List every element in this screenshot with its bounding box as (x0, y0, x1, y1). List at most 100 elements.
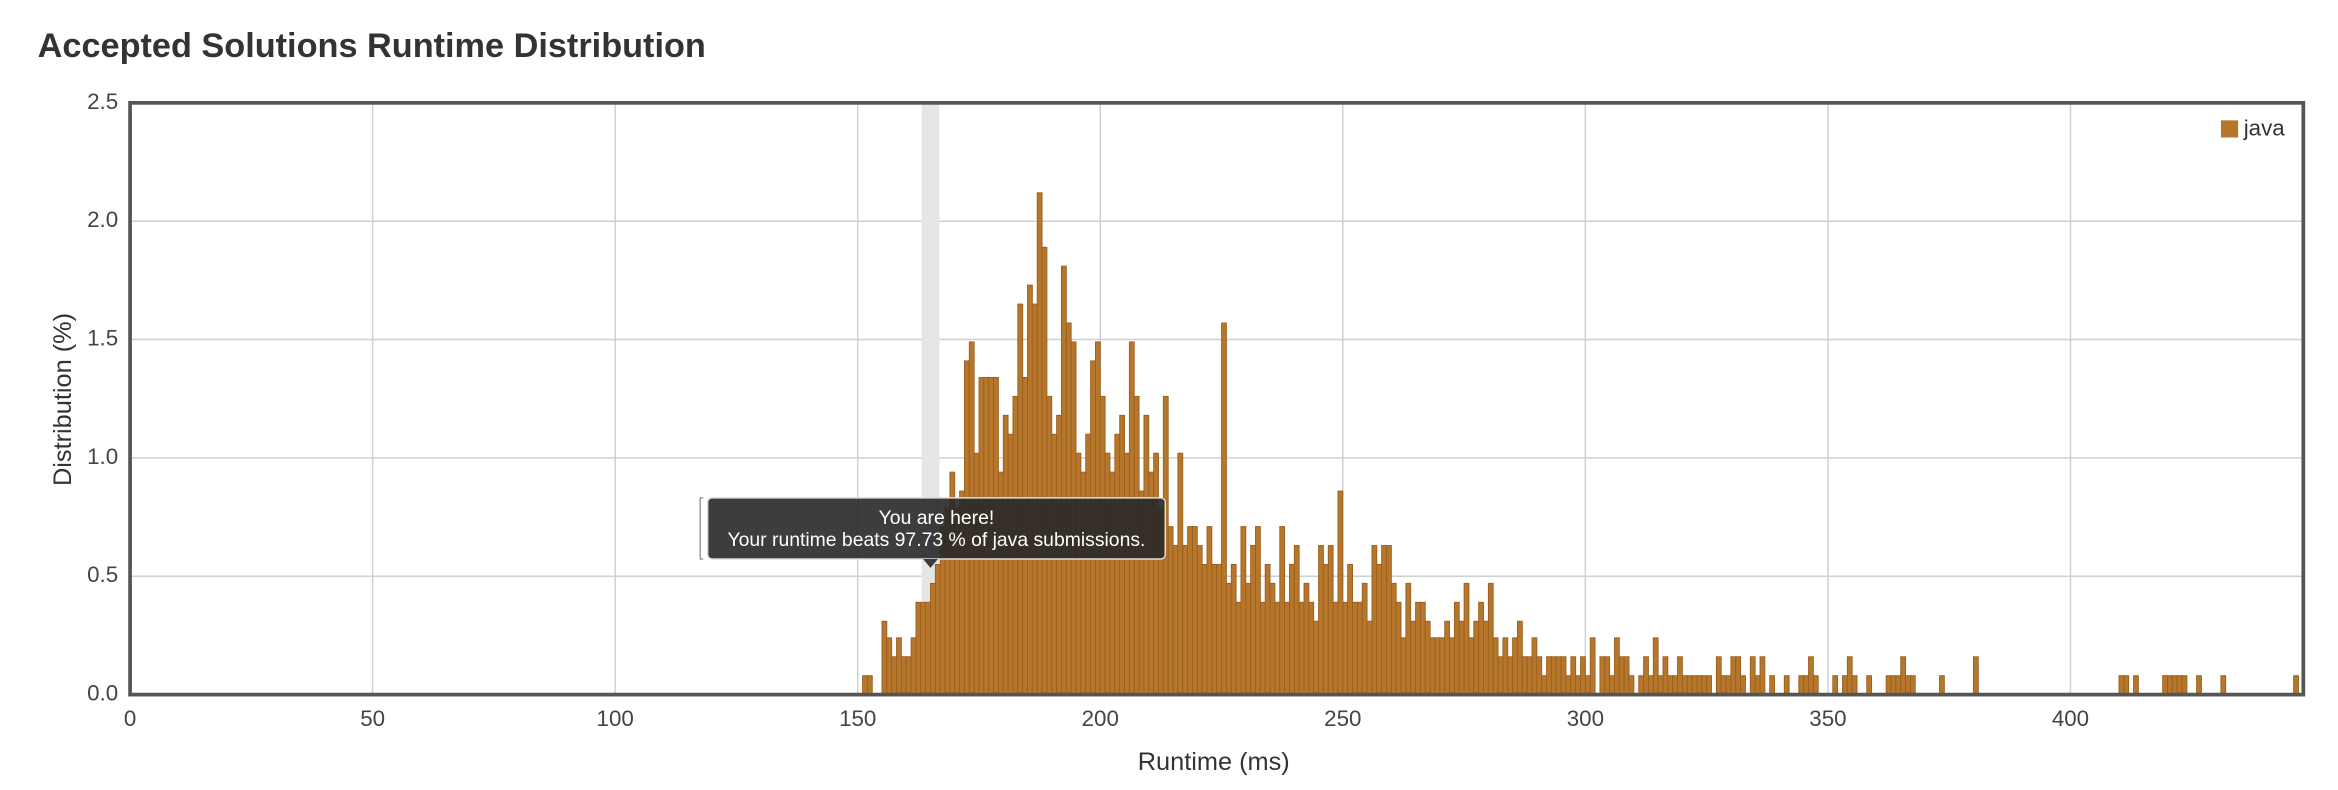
bar (1279, 526, 1286, 696)
bar (1322, 563, 1329, 696)
bar (1381, 545, 1387, 696)
bar (1191, 526, 1198, 696)
bar (1473, 620, 1480, 696)
bar (1041, 246, 1048, 696)
bar (1468, 637, 1475, 696)
bar (1725, 675, 1732, 696)
tooltip-title: You are here! (879, 507, 995, 529)
bar (1269, 582, 1276, 696)
bar (1395, 601, 1402, 696)
bar (1104, 452, 1111, 696)
bar (1318, 545, 1324, 696)
bar (1662, 656, 1669, 696)
y-axis-label: Distribution (%) (49, 313, 77, 486)
bar (1832, 675, 1839, 696)
bar (1206, 526, 1213, 696)
bar (1798, 675, 1805, 696)
bar (1541, 675, 1548, 696)
bar (1846, 656, 1853, 696)
bar (1909, 675, 1916, 696)
bar (1187, 526, 1193, 696)
x-tick-label: 300 (1567, 706, 1604, 731)
bar (1599, 656, 1606, 696)
y-tick-label: 0.5 (87, 562, 118, 587)
bar (2171, 675, 2178, 696)
bar (1672, 675, 1678, 696)
bar (900, 656, 907, 696)
bar (1230, 563, 1237, 696)
bar (1177, 452, 1184, 696)
bar (1808, 656, 1814, 696)
x-tick-label: 350 (1809, 706, 1846, 731)
bar (1449, 637, 1455, 696)
bar (1332, 601, 1339, 696)
bar (1172, 545, 1179, 696)
bar (1221, 322, 1227, 696)
bar (1293, 545, 1300, 696)
plot-frame (128, 100, 2306, 697)
bar (1866, 675, 1873, 696)
bar (1376, 563, 1383, 696)
bar (1667, 675, 1674, 696)
bar (1686, 675, 1693, 696)
x-tick-label: 200 (1082, 706, 1119, 731)
bar (1618, 656, 1625, 696)
bar (1507, 656, 1514, 696)
tooltip: You are here!Your runtime beats 97.73 % … (699, 497, 1166, 568)
bar (1458, 620, 1465, 696)
bar (1361, 582, 1368, 696)
bar (2123, 675, 2130, 696)
bar (1652, 637, 1659, 696)
bar (1720, 675, 1727, 696)
bar (1250, 545, 1256, 696)
bar (1424, 620, 1431, 696)
bar (1973, 656, 1979, 696)
x-tick-label: 100 (597, 706, 634, 731)
bar (2196, 675, 2202, 696)
bar (1638, 675, 1645, 696)
bar (915, 601, 922, 696)
legend-swatch (2218, 118, 2241, 140)
bar (1812, 675, 1819, 696)
bar (1240, 526, 1247, 696)
bar (1735, 656, 1742, 696)
bar (1769, 675, 1776, 696)
bar (1584, 675, 1591, 696)
bar (920, 601, 927, 696)
bar (1570, 656, 1577, 696)
bar (1647, 675, 1654, 696)
bar (1890, 675, 1897, 696)
bar (1614, 637, 1620, 696)
bar (2181, 675, 2188, 696)
bar (1681, 675, 1688, 696)
bar (1502, 637, 1509, 696)
bar (1429, 637, 1436, 696)
bar (925, 601, 931, 696)
bar (1027, 284, 1033, 696)
bar (1051, 433, 1058, 696)
bar (1463, 582, 1470, 696)
tooltip-arrow (923, 558, 938, 568)
bar (2133, 675, 2139, 696)
bar (1308, 601, 1315, 696)
y-tick-label: 2.0 (87, 207, 118, 232)
bar (1783, 675, 1790, 696)
bar (1216, 563, 1222, 696)
bar (905, 656, 912, 696)
bar (1366, 620, 1373, 696)
bar (1628, 675, 1635, 696)
bar (1643, 656, 1649, 696)
bar (1851, 675, 1858, 696)
bar (1352, 601, 1358, 696)
bar (1531, 637, 1538, 696)
bar (1546, 656, 1552, 696)
bar (896, 637, 902, 696)
bar (1589, 637, 1596, 696)
chart-title: Accepted Solutions Runtime Distribution (38, 27, 706, 65)
bar (891, 656, 897, 696)
bar (1842, 675, 1848, 696)
bar (1740, 675, 1746, 696)
bar (1715, 656, 1722, 696)
bar (1313, 620, 1320, 696)
